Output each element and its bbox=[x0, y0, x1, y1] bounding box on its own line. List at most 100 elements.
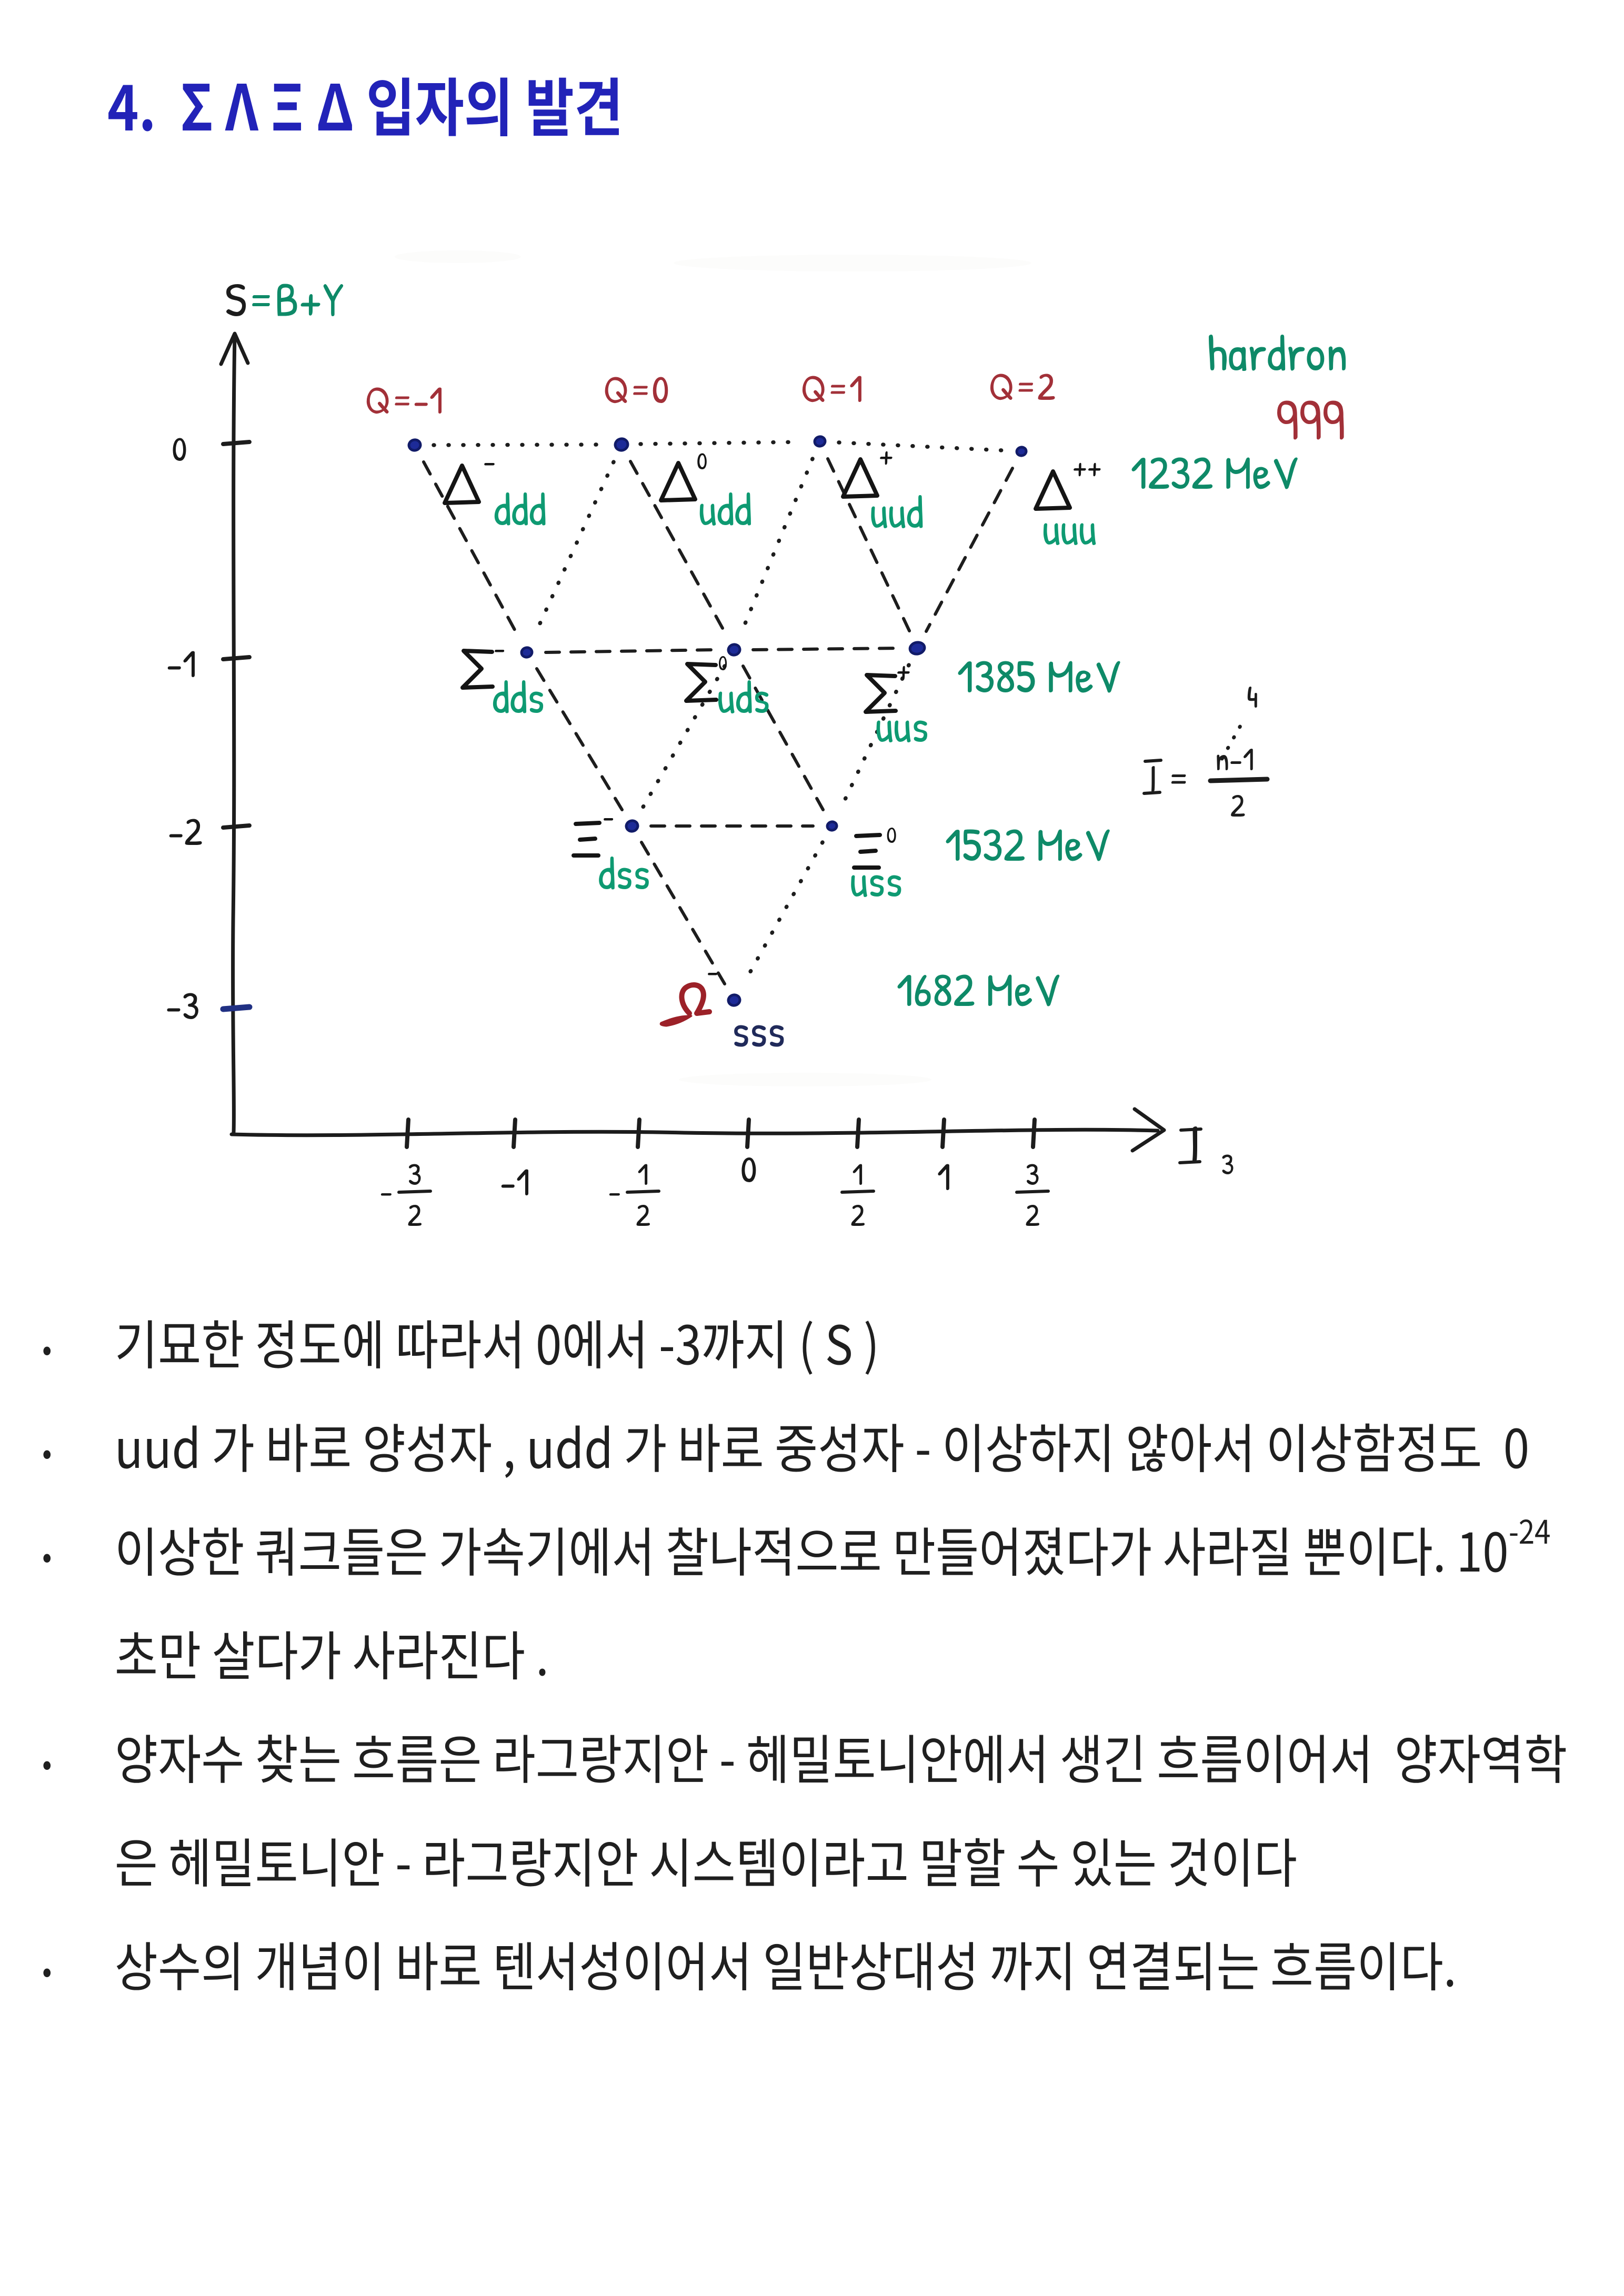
fraction-denominator: 2 bbox=[636, 1193, 650, 1236]
formula-lhs-serif bbox=[1142, 791, 1161, 795]
axis-label-serif bbox=[1178, 1160, 1201, 1164]
bullet-text: uud 가 바로 양성자 , udd 가 바로 중성자 - 이상하지 않아서 이… bbox=[114, 1407, 1530, 1484]
charge-superscript: ++ bbox=[1072, 446, 1102, 487]
fraction-minus: - bbox=[608, 1169, 621, 1212]
charge-superscript: - bbox=[603, 797, 614, 835]
bullet-superscript: -24 bbox=[1508, 1506, 1551, 1553]
decuplet-edge bbox=[739, 457, 815, 635]
quark-content-label: dss bbox=[598, 842, 650, 903]
fraction-bar bbox=[626, 1190, 660, 1194]
particle-8: 0 uss bbox=[850, 819, 903, 911]
y-axis-tick bbox=[221, 440, 252, 446]
delta-symbol bbox=[445, 466, 479, 503]
list-item: 기묘한 정도에 따라서 0에서 -3까지 ( S ) bbox=[42, 1290, 1588, 1398]
particle-6: + uus bbox=[866, 649, 929, 756]
charge-superscript: 0 bbox=[886, 819, 897, 850]
fraction-bar bbox=[397, 1190, 432, 1194]
x-tick-label: 1 bbox=[937, 1150, 951, 1203]
fraction-minus: - bbox=[380, 1169, 393, 1212]
charge-column-label: Q=2 bbox=[988, 359, 1055, 412]
list-item: 양자수 찾는 흐름은 라그랑지안 - 헤밀토니안에서 생긴 흐름이어서 양자역학… bbox=[42, 1705, 1588, 1912]
particle-dot bbox=[614, 437, 629, 452]
decuplet-edge bbox=[751, 647, 900, 651]
svg-text:I: I bbox=[1188, 1105, 1201, 1179]
charge-labels: Q=-1 Q=0 Q=1 Q=2 bbox=[365, 359, 1055, 426]
decuplet-edge bbox=[422, 460, 519, 637]
x-axis-title: I 3 bbox=[1178, 1105, 1234, 1184]
fraction-numerator: 1 bbox=[852, 1152, 864, 1195]
charge-column-label: Q=0 bbox=[603, 362, 669, 416]
charge-superscript: 0 bbox=[718, 649, 728, 677]
decuplet-edge bbox=[838, 663, 911, 811]
x-axis-tick bbox=[855, 1117, 861, 1149]
charge-superscript: - bbox=[707, 951, 718, 990]
bullet-text: 이상한 쿼크들은 가속기에서 찰나적으로 만들어졌다가 사라질 뿐이다. 10 bbox=[114, 1510, 1509, 1587]
x-axis-tick bbox=[1031, 1117, 1037, 1149]
particle-5: 0 uds bbox=[686, 649, 770, 727]
mass-label: 1532 MeV bbox=[945, 812, 1110, 876]
bullet-list: 기묘한 정도에 따라서 0에서 -3까지 ( S ) uud 가 바로 양성자 … bbox=[42, 1290, 1588, 2020]
fraction-denominator: 2 bbox=[1025, 1193, 1040, 1236]
svg-text:3: 3 bbox=[1221, 1144, 1234, 1184]
mass-label: 1232 MeV bbox=[1130, 440, 1298, 504]
bullet-text: 기묘한 정도에 따라서 0에서 -3까지 ( S ) bbox=[114, 1303, 879, 1380]
decuplet-edge bbox=[640, 841, 726, 985]
x-axis-arrowhead bbox=[1130, 1107, 1166, 1153]
decuplet-edge bbox=[639, 664, 727, 812]
decuplet-edge bbox=[925, 467, 1014, 633]
bullet-text: 양자수 찾는 흐름은 라그랑지안 - 헤밀토니안에서 생긴 흐름이어서 양자역학… bbox=[114, 1718, 1568, 1898]
mass-label: 1385 MeV bbox=[957, 643, 1120, 708]
formula-lhs-serif bbox=[1144, 759, 1162, 763]
particle-7: - dss bbox=[574, 797, 650, 903]
list-item: uud 가 바로 양성자 , udd 가 바로 중성자 - 이상하지 않아서 이… bbox=[42, 1394, 1588, 1502]
particle-dot bbox=[520, 646, 534, 659]
particle-3: ++ uuu bbox=[1036, 446, 1102, 559]
mass-labels: 1232 MeV 1385 MeV 1532 MeV 1682 MeV bbox=[896, 440, 1298, 1021]
y-axis-title: S=B+Y bbox=[225, 266, 344, 331]
x-axis-tick bbox=[512, 1117, 517, 1149]
charge-column-label: Q=1 bbox=[800, 361, 863, 415]
particle-dot bbox=[908, 641, 926, 656]
y-tick-label: -2 bbox=[168, 804, 202, 858]
sigma-symbol bbox=[463, 651, 493, 688]
x-tick-fraction: -32 bbox=[380, 1152, 432, 1236]
x-tick-fraction: 12 bbox=[840, 1152, 875, 1236]
charge-superscript: 0 bbox=[697, 445, 708, 477]
sigma-symbol bbox=[686, 664, 716, 701]
particle-4: - dds bbox=[463, 628, 545, 727]
particle-dot bbox=[1015, 446, 1028, 457]
quark-content-label: uud bbox=[870, 480, 924, 542]
list-item: 상수의 개념이 바로 텐서성이어서 일반상대성 까지 연결되는 흐름이다. bbox=[42, 1912, 1588, 2020]
fraction-numerator: 3 bbox=[1026, 1152, 1040, 1195]
quark-content-label: uus bbox=[875, 694, 929, 756]
x-tick-fraction: 32 bbox=[1015, 1152, 1050, 1236]
x-tick-label: -1 bbox=[500, 1155, 530, 1208]
fraction-bar bbox=[840, 1190, 875, 1194]
y-axis-arrowhead bbox=[219, 331, 250, 366]
delta-symbol bbox=[661, 463, 695, 500]
decuplet-edge bbox=[837, 440, 1005, 452]
y-axis bbox=[231, 333, 237, 1134]
particle-0: - ddd bbox=[445, 440, 546, 539]
decuplet-lattice bbox=[407, 435, 1028, 1007]
quark-content-label: sss bbox=[731, 999, 785, 1062]
decuplet-edge bbox=[533, 460, 616, 637]
charge-superscript: - bbox=[483, 440, 495, 481]
charge-superscript: + bbox=[896, 649, 911, 690]
isospin-formula: I = n-1 2 4 bbox=[1142, 674, 1270, 827]
y-tick-label: -1 bbox=[166, 637, 197, 690]
particle-labels: - ddd 0 udd + uud ++ uuu - dds bbox=[445, 434, 1102, 1062]
charge-superscript: - bbox=[494, 628, 505, 667]
particle-dot bbox=[625, 819, 639, 833]
quark-content-label: uss bbox=[850, 849, 903, 911]
decuplet-edge bbox=[741, 840, 825, 986]
bullet-text: 상수의 개념이 바로 텐서성이어서 일반상대성 까지 연결되는 흐름이다. bbox=[114, 1925, 1457, 2002]
axis-label-serif bbox=[1179, 1127, 1202, 1132]
formula-fraction-bar bbox=[1208, 777, 1270, 783]
x-tick-fraction: -12 bbox=[608, 1152, 660, 1236]
charge-column-label: Q=-1 bbox=[365, 373, 444, 426]
x-axis bbox=[229, 1127, 1160, 1137]
bullet-text: 초만 살다가 사라진다 . bbox=[114, 1510, 1561, 1691]
quark-content-label: ddd bbox=[494, 478, 547, 539]
